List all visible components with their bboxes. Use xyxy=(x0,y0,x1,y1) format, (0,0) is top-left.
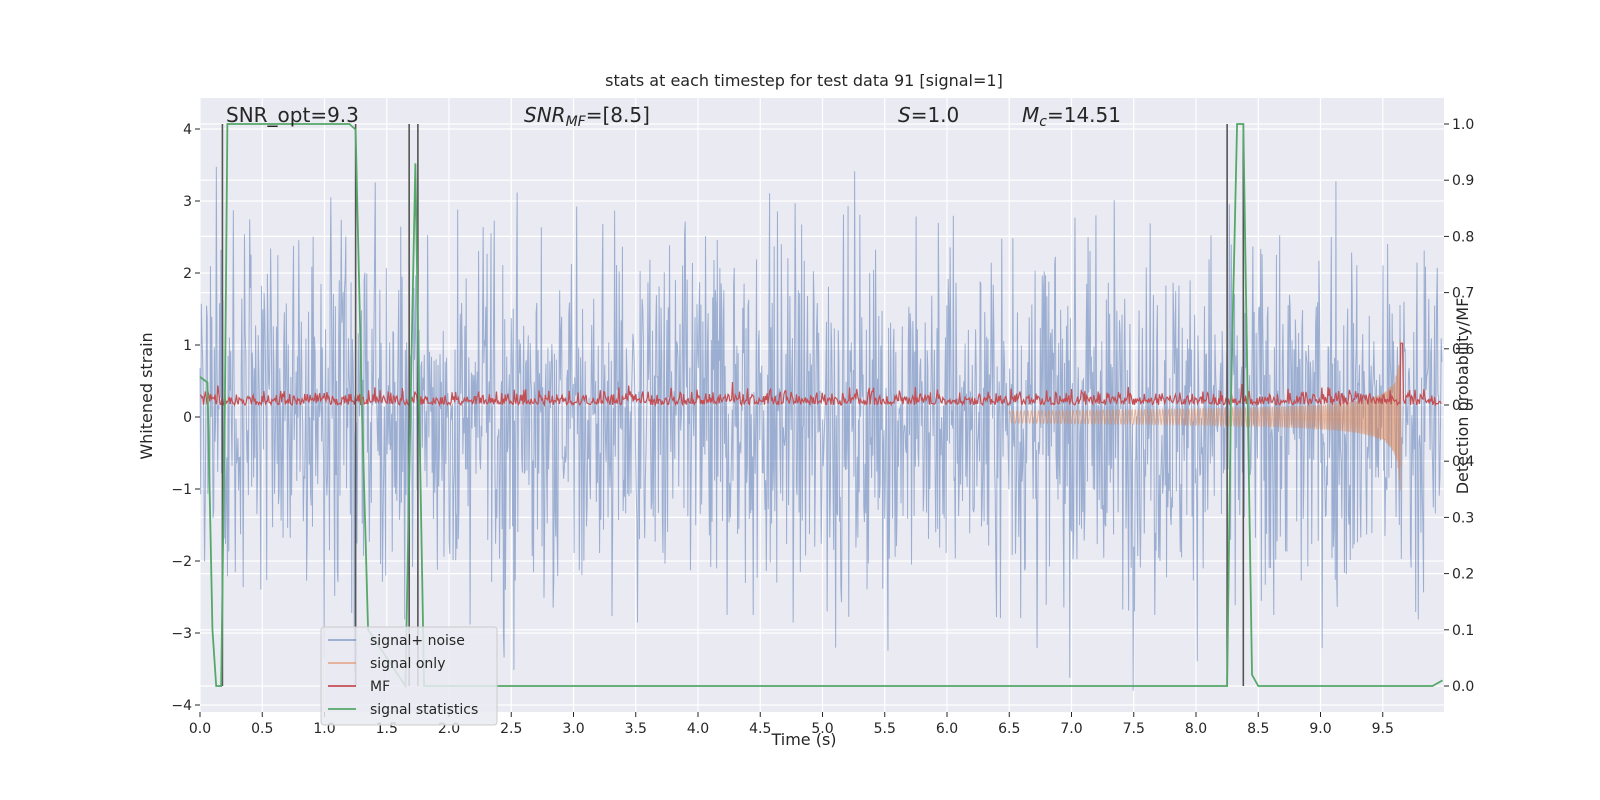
legend: signal+ noise signal only MF signal stat… xyxy=(320,626,498,726)
left-tick-label: 2 xyxy=(183,266,192,282)
x-tick-label: 0.0 xyxy=(189,721,211,737)
x-axis-label: Time (s) xyxy=(770,730,836,749)
x-tick-label: 8.0 xyxy=(1185,721,1207,737)
x-tick-label: 8.5 xyxy=(1247,721,1269,737)
right-tick-label: 1.0 xyxy=(1452,117,1474,133)
right-tick-label: 0.3 xyxy=(1452,510,1474,526)
right-tick-label: 0.5 xyxy=(1452,398,1474,414)
right-y-axis-label: Detection probability/MF xyxy=(1453,298,1472,495)
legend-label-signal-statistics: signal statistics xyxy=(370,702,478,718)
x-tick-label: 3.0 xyxy=(562,721,584,737)
right-tick-label: 0.2 xyxy=(1452,567,1474,583)
signal-noise-line xyxy=(199,166,1443,691)
right-tick-label: 0.7 xyxy=(1452,286,1474,302)
legend-label-mf: MF xyxy=(370,679,390,695)
mf-line xyxy=(199,342,1442,408)
chart-title: stats at each timestep for test data 91 … xyxy=(605,71,1003,90)
snr-mf-annotation: SNRMF=[8.5] xyxy=(524,103,650,130)
right-tick-label: 0.8 xyxy=(1452,229,1474,245)
x-tick-label: 9.0 xyxy=(1309,721,1331,737)
x-tick-label: 6.0 xyxy=(936,721,958,737)
x-tick-label: 0.5 xyxy=(251,721,273,737)
x-tick-label: 4.0 xyxy=(687,721,709,737)
left-tick-label: −1 xyxy=(171,482,192,498)
left-tick-label: −2 xyxy=(171,554,192,570)
mf-series xyxy=(199,342,1442,408)
right-tick-label: 0.6 xyxy=(1452,342,1474,358)
x-tick-label: 2.5 xyxy=(500,721,522,737)
legend-label-signal-noise: signal+ noise xyxy=(370,633,465,649)
left-y-axis-label: Whitened strain xyxy=(137,332,156,459)
right-tick-label: 0.0 xyxy=(1452,679,1474,695)
right-y-ticks: 1.0 0.9 0.8 0.7 0.6 0.5 0.4 0.3 0.2 0.1 0.0 xyxy=(1444,117,1474,695)
signal-only-series xyxy=(1008,339,1402,491)
x-tick-label: 5.0 xyxy=(811,721,833,737)
right-tick-label: 0.1 xyxy=(1452,623,1474,639)
left-tick-label: 1 xyxy=(183,338,192,354)
x-tick-label: 3.5 xyxy=(625,721,647,737)
left-tick-label: 3 xyxy=(183,194,192,210)
x-ticks: 0.0 0.5 1.0 1.5 2.0 2.5 3.0 3.5 4.0 4.5 5.0 5.5 6.0 6… xyxy=(189,712,1394,737)
left-tick-label: 4 xyxy=(183,122,192,138)
left-tick-label: −4 xyxy=(171,698,192,714)
left-tick-label: 0 xyxy=(183,410,192,426)
legend-label-signal-only: signal only xyxy=(370,656,445,672)
right-tick-label: 0.9 xyxy=(1452,173,1474,189)
left-y-ticks: 4 3 2 1 0 −1 −2 −3 −4 xyxy=(171,122,200,714)
signal-noise-series xyxy=(199,166,1443,691)
s-annotation: S=1.0 xyxy=(898,103,959,127)
signal-only-line xyxy=(1008,339,1402,491)
x-tick-label: 4.5 xyxy=(749,721,771,737)
legend-box xyxy=(320,626,498,726)
mc-annotation: Mc=14.51 xyxy=(1022,103,1121,130)
x-tick-label: 5.5 xyxy=(874,721,896,737)
snr-opt-annotation: SNR_opt=9.3 xyxy=(226,103,359,127)
x-tick-label: 6.5 xyxy=(998,721,1020,737)
x-tick-label: 9.5 xyxy=(1372,721,1394,737)
left-tick-label: −3 xyxy=(171,626,192,642)
x-tick-label: 7.0 xyxy=(1060,721,1082,737)
x-tick-label: 7.5 xyxy=(1123,721,1145,737)
right-tick-label: 0.4 xyxy=(1452,454,1474,470)
